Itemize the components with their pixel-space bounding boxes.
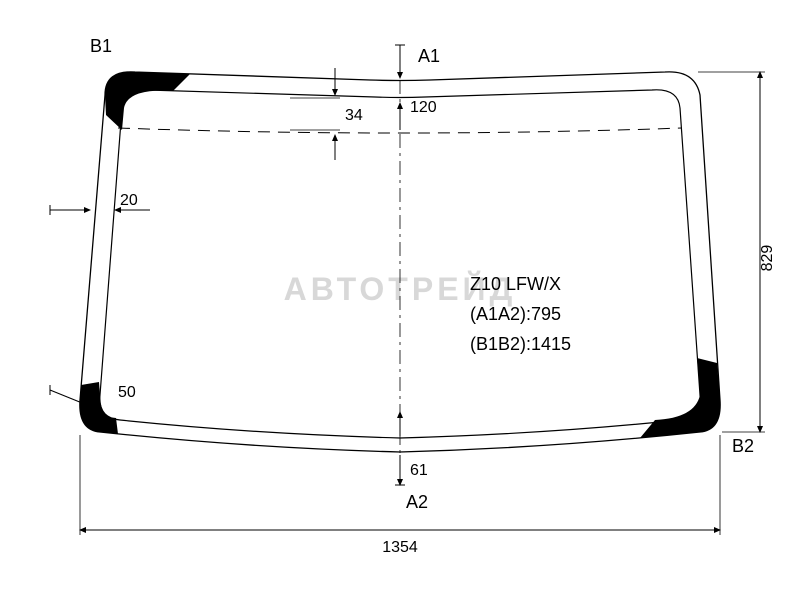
dim-50: 50 (118, 384, 136, 401)
corner-black-top-left (105, 72, 190, 130)
label-a1: A1 (418, 46, 440, 66)
diagram-svg: АВТОТРЕЙД 120 34 20 50 61 (0, 0, 800, 600)
windshield-diagram: АВТОТРЕЙД 120 34 20 50 61 (0, 0, 800, 600)
corner-black-bottom-left (80, 382, 118, 434)
spec-b1b2: (B1B2):1415 (470, 334, 571, 354)
corner-black-bottom-right (640, 358, 720, 438)
label-a2: A2 (406, 492, 428, 512)
dim-20: 20 (120, 192, 138, 209)
dim-height: 829 (759, 245, 776, 272)
label-b2: B2 (732, 436, 754, 456)
dim-34: 34 (345, 107, 363, 124)
label-b1: B1 (90, 36, 112, 56)
spec-a1a2: (A1A2):795 (470, 304, 561, 324)
dim-120: 120 (410, 99, 437, 116)
dim-width: 1354 (382, 539, 418, 556)
spec-model: Z10 LFW/X (470, 274, 561, 294)
dim-61: 61 (410, 462, 428, 479)
